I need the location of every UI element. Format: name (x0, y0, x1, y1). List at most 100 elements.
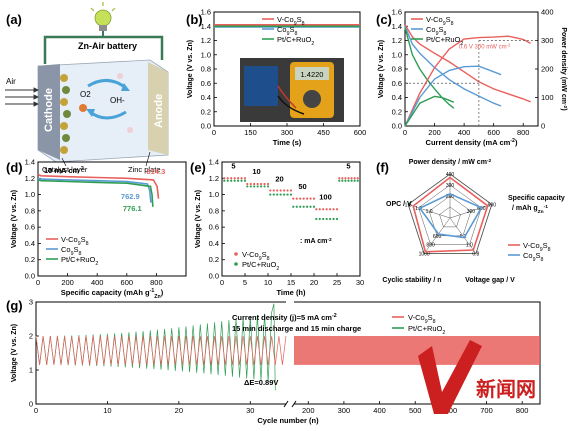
panel-label-e: (e) (190, 160, 206, 175)
y-axis-label: Voltage (V vs. Zn) (195, 190, 202, 248)
catalyst-layer-label: Catalyst layer (42, 165, 88, 174)
plot-frame (37, 161, 187, 277)
panel-c-polarization-chart: (c) 0 200 400 600 800 0.0 0.2 0.4 0.6 0.8 1.0 1.2 1.4… (376, 8, 569, 148)
x-tick-label: 30 (246, 406, 254, 415)
data-point (322, 208, 325, 211)
data-point (269, 193, 272, 196)
radar-tick-label: 300 (446, 183, 455, 189)
x-tick-label: 10 (103, 406, 111, 415)
x-axis-label: Specific capacity (mAh g-1Zn) (61, 288, 164, 300)
anode-label: Anode (153, 94, 165, 128)
y-tick-label: 1.6 (392, 8, 402, 17)
data-point (306, 205, 309, 208)
series-line-V-Co9S8 (35, 335, 287, 365)
legend-entry: Pt/C+RuO2 (408, 324, 445, 336)
x-tick-label: 200 (61, 278, 74, 287)
y2-tick-label: 400 (541, 8, 554, 17)
series-line-Pt/C+RuO2 (37, 179, 154, 207)
inset-meter-screen (295, 67, 329, 80)
radar-series-V-Co9S8 (412, 176, 489, 253)
cathode-plate (38, 64, 60, 160)
x-tick-label: 25 (333, 278, 341, 287)
x-tick-label: 450 (317, 128, 330, 137)
step-segment-Pt/C+RuO2 (269, 193, 293, 196)
x-axis-label: Cycle number (n) (257, 416, 319, 425)
data-point (283, 189, 286, 192)
panel-a: (a) Zn-Air battery Cathode Anode Air (5, 2, 169, 174)
step-segment-V-Co9S8 (315, 208, 339, 211)
legend-entry: V-Co9S8 (426, 15, 454, 27)
data-point (246, 182, 249, 186)
cathode-label: Cathode (43, 88, 55, 132)
end-label-co9s8: 762.9 (121, 192, 140, 201)
data-point (223, 177, 226, 180)
panel-label-f: (f) (376, 160, 389, 175)
x-axis-label: Current density (mA cm-2) (426, 138, 518, 147)
data-point (347, 179, 350, 182)
data-point (243, 177, 247, 180)
x-tick-label: 500 (409, 406, 422, 415)
y-axis-label: Voltage (V vs. Zn) (187, 40, 194, 98)
y-tick-label: 0.4 (209, 239, 219, 248)
data-point (295, 205, 298, 208)
legend-entry: Pt/C+RuO2 (61, 255, 98, 267)
step-segment-Pt/C+RuO2 (315, 217, 339, 221)
data-point (350, 179, 353, 182)
radar-spoke (449, 204, 492, 219)
x-tick-label: 5 (243, 278, 247, 287)
radar-tick-label: 1.0 (466, 243, 473, 249)
radar-ring (418, 184, 482, 245)
radar-axis-label-unit: / mAh gZn-1 (512, 204, 548, 215)
data-point (315, 208, 318, 211)
data-point (341, 177, 344, 180)
y-axis-label: Voltage (V vs. Zn) (11, 190, 18, 248)
y-tick-label: 3 (29, 298, 33, 307)
axis-break-gap (286, 300, 294, 406)
radar-spoke (408, 204, 451, 219)
step-label: 10 (252, 167, 260, 176)
y-tick-label: 1.0 (209, 190, 219, 199)
anode-plate (148, 62, 168, 155)
power-line-Co9S8 (404, 65, 502, 127)
radar-axis-label: Cyclic stability / n (382, 277, 441, 284)
panel-f-radar-chart: (f) 4003002009006003000.81.01.21000800600… (376, 158, 565, 285)
data-point (269, 189, 272, 192)
data-point (253, 185, 256, 188)
step-label: 5 (231, 162, 235, 171)
data-point (335, 217, 339, 221)
x-tick-label: 0 (403, 128, 407, 137)
x-tick-label: 700 (480, 406, 493, 415)
end-label-v-co9s8: 814.3 (147, 167, 166, 176)
legend-marker (234, 262, 238, 266)
y-tick-label: 1.2 (25, 174, 35, 183)
x-tick-label: 10 (264, 278, 272, 287)
x-tick-label: 20 (175, 406, 183, 415)
y-tick-label: 0.8 (392, 65, 402, 74)
panel-label-a: (a) (6, 12, 22, 27)
legend-entry: Pt/C+RuO2 (242, 260, 279, 272)
y-tick-label: 1.2 (392, 36, 402, 45)
y-tick-label: 2 (29, 332, 33, 341)
x-tick-label: 300 (281, 128, 294, 137)
data-point (230, 177, 233, 180)
data-point (312, 205, 316, 208)
data-point (279, 189, 282, 192)
radar-tick-label: 1.5 (405, 202, 412, 208)
legend-entry: Co9S8 (523, 251, 544, 263)
x-tick-label: 15 (287, 278, 295, 287)
panel-b-open-circuit-chart: (b) 0 150 300 450 600 0.0 0.2 0.4 0.6 0.8 1.0 1.2 1.4… (186, 8, 366, 148)
y-tick-label: 0 (29, 400, 33, 409)
data-point (353, 179, 356, 182)
radar-ring (439, 206, 461, 228)
data-point (315, 217, 318, 221)
y-tick-label: 0.4 (392, 93, 402, 102)
y-tick-label: 0.8 (209, 206, 219, 215)
legend-entry: Pt/C+RuO2 (426, 35, 463, 47)
y-tick-label: 1.2 (209, 174, 219, 183)
x-tick-label: 0 (212, 128, 216, 137)
legend-entry: Co9S8 (61, 245, 82, 257)
data-point (350, 177, 353, 180)
y-tick-label: 0.4 (201, 93, 211, 102)
panel-d-capacity-chart: (d) 0 200 400 600 800 0.0 0.2 0.4 0.6 0.8 1.0 1.2 1.4… (6, 158, 187, 300)
